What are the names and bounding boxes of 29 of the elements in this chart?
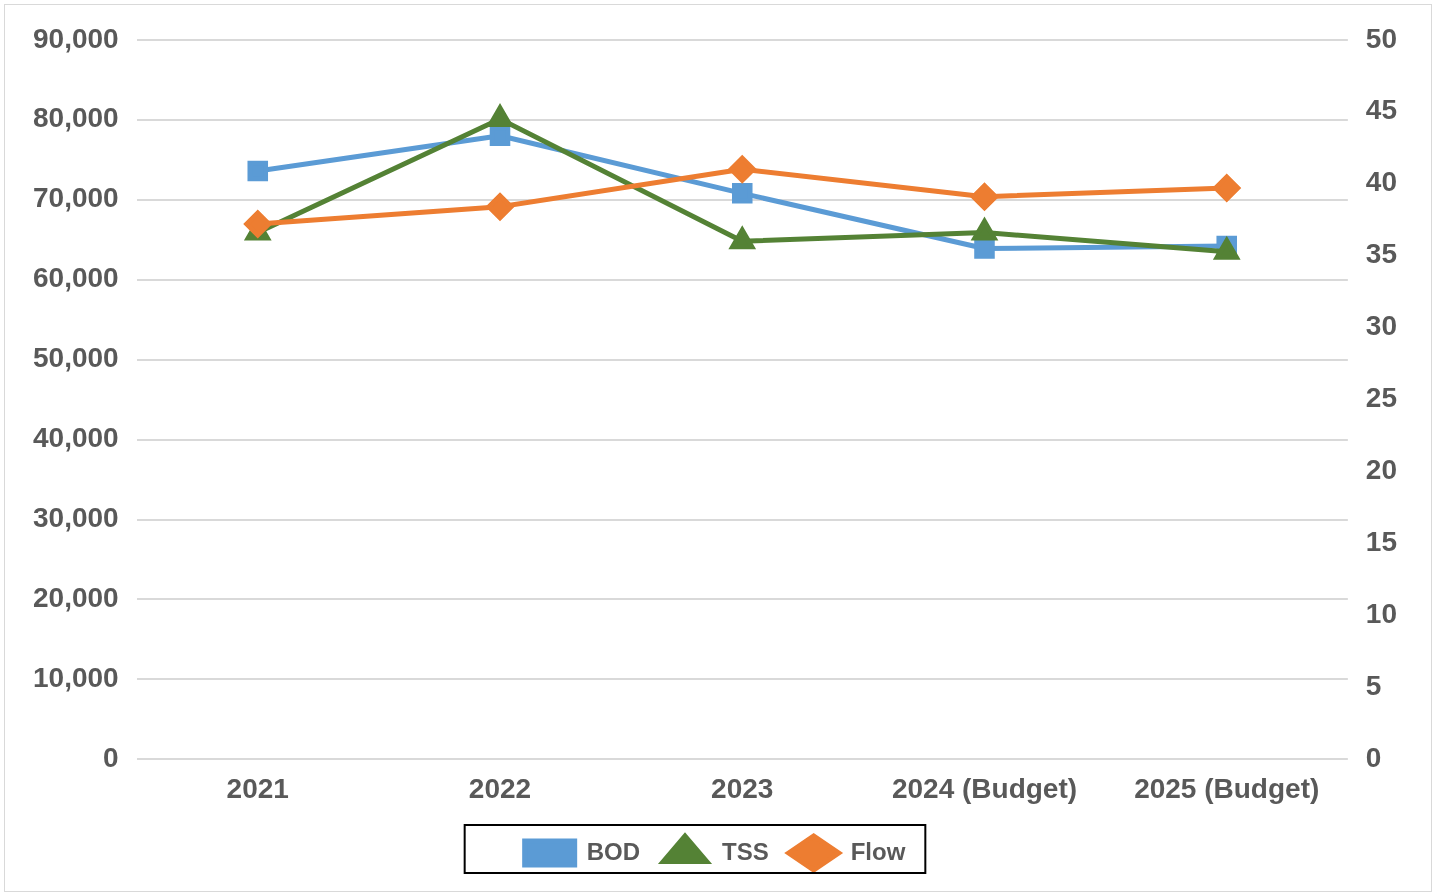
y-tick-label: 0 — [103, 742, 119, 774]
y-tick-label: 70,000 — [33, 182, 119, 214]
x-tick-label: 2025 (Budget) — [1134, 772, 1320, 804]
legend-label: Flow — [850, 837, 906, 865]
y-tick-label: 80,000 — [33, 102, 119, 134]
y-tick-label: 60,000 — [33, 262, 119, 294]
y2-tick-label: 0 — [1365, 742, 1382, 774]
y-tick-label: 20,000 — [33, 582, 119, 614]
y2-tick-label: 45 — [1365, 94, 1398, 126]
y2-tick-label: 35 — [1365, 238, 1398, 270]
y2-tick-label: 5 — [1365, 670, 1382, 702]
y2-tick-label: 25 — [1365, 382, 1398, 414]
y2-tick-label: 40 — [1365, 166, 1398, 198]
y2-tick-label: 20 — [1365, 454, 1398, 486]
y-tick-label: 50,000 — [33, 342, 119, 374]
y-tick-label: 90,000 — [33, 22, 119, 54]
x-tick-label: 2021 — [226, 772, 289, 804]
x-tick-label: 2023 — [711, 772, 774, 804]
legend-label: TSS — [722, 837, 769, 865]
y-tick-label: 40,000 — [33, 422, 119, 454]
x-tick-label: 2022 — [468, 772, 532, 804]
y2-tick-label: 30 — [1365, 310, 1398, 342]
y-tick-label: 10,000 — [33, 662, 119, 694]
y2-tick-label: 15 — [1365, 526, 1398, 558]
legend-label: BOD — [586, 837, 641, 865]
y-tick-label: 30,000 — [33, 502, 119, 534]
x-tick-label: 2024 (Budget) — [891, 772, 1078, 804]
y2-tick-label: 10 — [1365, 598, 1398, 630]
y2-tick-label: 50 — [1365, 22, 1398, 54]
